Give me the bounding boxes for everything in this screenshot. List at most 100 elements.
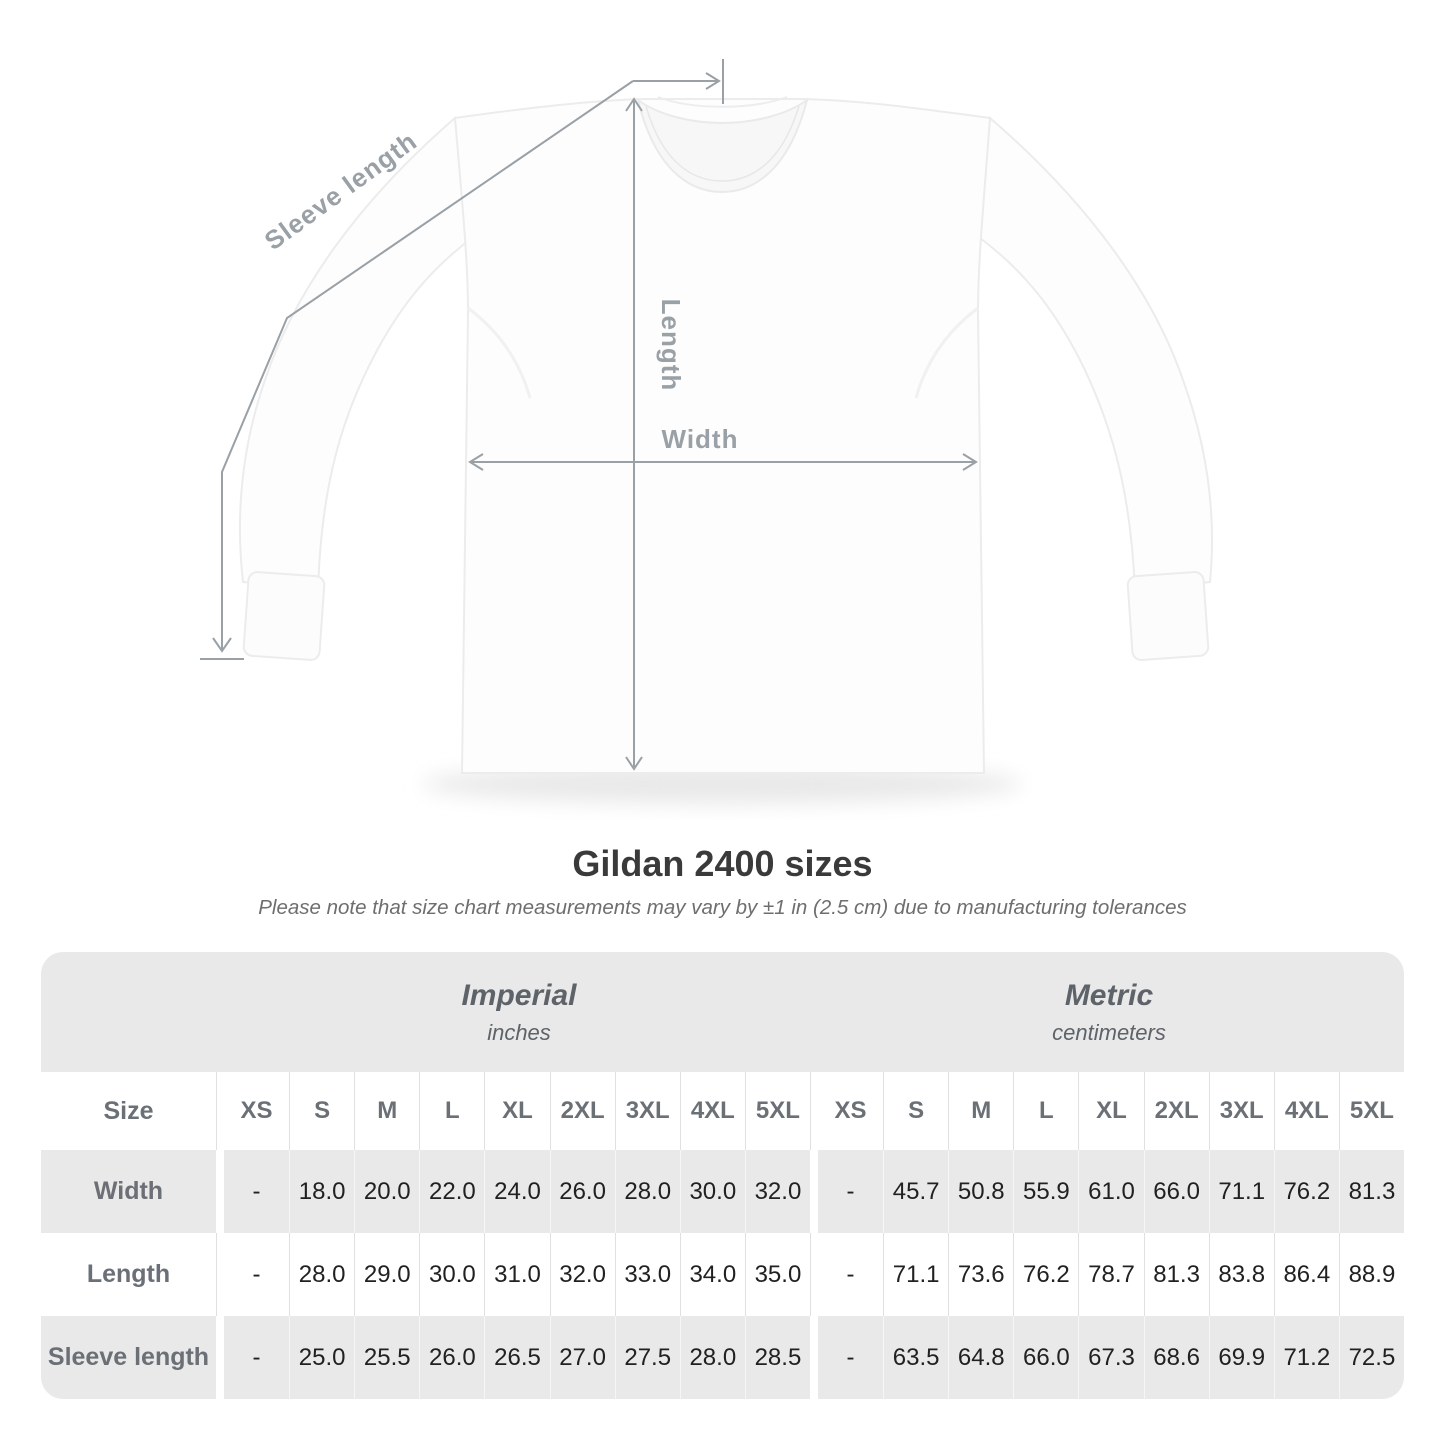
sleeve-length-row: Sleeve length - 25.0 25.5 26.0 26.5 27.0… xyxy=(41,1316,1404,1399)
size-col-header: Size xyxy=(41,1072,216,1150)
column-gap xyxy=(216,1233,224,1316)
value-cell: - xyxy=(818,1233,884,1316)
value-cell: 73.6 xyxy=(948,1233,1014,1316)
shirt-right-sleeve xyxy=(978,115,1213,661)
row-label: Length xyxy=(41,1233,216,1316)
value-cell: 32.0 xyxy=(549,1233,615,1316)
value-cell: 72.5 xyxy=(1338,1316,1404,1399)
value-cell: 68.6 xyxy=(1143,1316,1209,1399)
value-cell: 26.5 xyxy=(484,1316,550,1399)
size-cell: XS xyxy=(818,1072,884,1150)
column-gap xyxy=(216,1072,224,1150)
value-cell: 28.0 xyxy=(289,1233,355,1316)
value-cell: - xyxy=(224,1316,290,1399)
column-gap xyxy=(216,1316,224,1399)
size-cell: 3XL xyxy=(614,1072,680,1150)
value-cell: 33.0 xyxy=(614,1233,680,1316)
shirt-measurement-diagram: Sleeve length Length Width xyxy=(200,59,1213,804)
imperial-title: Imperial xyxy=(461,978,577,1012)
value-cell: 88.9 xyxy=(1338,1233,1404,1316)
width-row: Width - 18.0 20.0 22.0 24.0 26.0 28.0 30… xyxy=(41,1150,1404,1233)
value-cell: 50.8 xyxy=(948,1150,1014,1233)
value-cell: 26.0 xyxy=(419,1316,485,1399)
size-cell: L xyxy=(419,1072,485,1150)
section-gap xyxy=(810,1316,818,1399)
value-cell: 81.3 xyxy=(1338,1150,1404,1233)
size-cell: 2XL xyxy=(1143,1072,1209,1150)
size-cell: 4XL xyxy=(1273,1072,1339,1150)
shirt-left-sleeve xyxy=(238,116,474,661)
value-cell: 64.8 xyxy=(948,1316,1014,1399)
value-cell: 63.5 xyxy=(883,1316,949,1399)
value-cell: 25.0 xyxy=(289,1316,355,1399)
row-label: Sleeve length xyxy=(41,1316,216,1399)
value-cell: 66.0 xyxy=(1013,1316,1079,1399)
value-cell: 76.2 xyxy=(1013,1233,1079,1316)
size-cell: 5XL xyxy=(744,1072,810,1150)
size-cell: XL xyxy=(1078,1072,1144,1150)
value-cell: 27.5 xyxy=(614,1316,680,1399)
value-cell: 78.7 xyxy=(1078,1233,1144,1316)
shirt-collar xyxy=(636,96,809,194)
value-cell: 26.0 xyxy=(549,1150,615,1233)
value-cell: 34.0 xyxy=(679,1233,745,1316)
size-cell: XS xyxy=(224,1072,290,1150)
size-cell: 4XL xyxy=(679,1072,745,1150)
length-label: Length xyxy=(656,299,686,392)
length-row: Length - 28.0 29.0 30.0 31.0 32.0 33.0 3… xyxy=(41,1233,1404,1316)
value-cell: 24.0 xyxy=(484,1150,550,1233)
value-cell: 61.0 xyxy=(1078,1150,1144,1233)
tolerance-note: Please note that size chart measurements… xyxy=(258,896,1187,919)
value-cell: - xyxy=(818,1316,884,1399)
size-cell: L xyxy=(1013,1072,1079,1150)
measurement-marks xyxy=(200,59,978,771)
value-cell: - xyxy=(224,1150,290,1233)
value-cell: 71.2 xyxy=(1273,1316,1339,1399)
value-cell: 31.0 xyxy=(484,1233,550,1316)
value-cell: 55.9 xyxy=(1013,1150,1079,1233)
value-cell: 22.0 xyxy=(419,1150,485,1233)
value-cell: 28.0 xyxy=(614,1150,680,1233)
value-cell: 86.4 xyxy=(1273,1233,1339,1316)
value-cell: 18.0 xyxy=(289,1150,355,1233)
size-cell: M xyxy=(354,1072,420,1150)
value-cell: 66.0 xyxy=(1143,1150,1209,1233)
column-gap xyxy=(216,1150,224,1233)
section-gap xyxy=(810,1150,818,1233)
unit-header-band: Imperial inches Metric centimeters xyxy=(41,952,1404,1072)
value-cell: 32.0 xyxy=(744,1150,810,1233)
metric-title: Metric xyxy=(1064,978,1154,1012)
size-cell: S xyxy=(883,1072,949,1150)
shirt-body xyxy=(453,98,992,774)
value-cell: 28.0 xyxy=(679,1316,745,1399)
value-cell: - xyxy=(818,1150,884,1233)
value-cell: 83.8 xyxy=(1208,1233,1274,1316)
value-cell: 28.5 xyxy=(744,1316,810,1399)
section-gap xyxy=(810,1233,818,1316)
value-cell: 25.5 xyxy=(354,1316,420,1399)
value-cell: 29.0 xyxy=(354,1233,420,1316)
value-cell: 35.0 xyxy=(744,1233,810,1316)
size-chart-card: Imperial inches Metric centimeters Size … xyxy=(41,952,1404,1399)
value-cell: - xyxy=(224,1233,290,1316)
width-label: Width xyxy=(662,424,739,454)
metric-header: Metric centimeters xyxy=(814,952,1404,1072)
value-cell: 45.7 xyxy=(883,1150,949,1233)
size-cell: XL xyxy=(484,1072,550,1150)
page-title: Gildan 2400 sizes xyxy=(572,843,873,884)
value-cell: 27.0 xyxy=(549,1316,615,1399)
band-spacer xyxy=(41,952,224,1072)
metric-unit: centimeters xyxy=(1052,1019,1166,1045)
imperial-header: Imperial inches xyxy=(224,952,814,1072)
imperial-unit: inches xyxy=(487,1019,551,1045)
size-cell: 5XL xyxy=(1338,1072,1404,1150)
value-cell: 30.0 xyxy=(419,1233,485,1316)
value-cell: 69.9 xyxy=(1208,1316,1274,1399)
value-cell: 30.0 xyxy=(679,1150,745,1233)
size-cell: S xyxy=(289,1072,355,1150)
section-gap xyxy=(810,1072,818,1150)
value-cell: 20.0 xyxy=(354,1150,420,1233)
size-cell: 2XL xyxy=(549,1072,615,1150)
size-header-row: Size XS S M L XL 2XL 3XL 4XL 5XL XS S M … xyxy=(41,1072,1404,1150)
